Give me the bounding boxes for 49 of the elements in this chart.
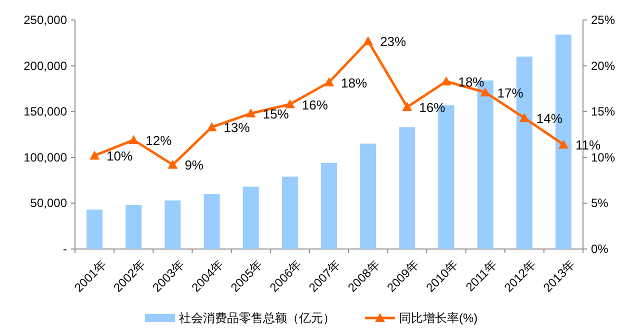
point [168,160,178,169]
y2-tick-label: 15% [591,104,616,119]
y2-tick-label: 25% [591,13,616,27]
bar [242,186,259,249]
bar [164,200,181,249]
point [90,150,100,160]
y-tick-label: 100,000 [24,150,68,164]
bar [126,205,142,249]
point [441,76,452,86]
data-label: 9% [184,158,204,173]
bar [282,176,298,249]
point [128,134,139,144]
point [402,102,412,112]
bar [321,162,337,249]
y-tick-label: - [63,242,67,256]
y2-tick-label: 5% [591,196,609,210]
legend-label: 社会消费品零售总额（亿元） [179,311,335,325]
point [206,122,217,132]
bar [204,194,220,249]
data-label: 10% [106,148,133,164]
y-tick-label: 50,000 [30,196,68,210]
data-label: 18% [341,75,368,90]
point [363,36,374,46]
y2-tick-label: 0% [591,242,609,256]
bar [360,144,376,249]
point [480,87,490,96]
y-tick-label: 150,000 [24,104,68,119]
bar [399,127,416,249]
data-label: 17% [497,85,524,100]
y-tick-label: 200,000 [24,58,68,73]
data-label: 23% [380,34,407,50]
point [284,99,295,108]
point [246,108,256,118]
point [558,140,568,149]
legend-label: 同比增长率(%) [399,311,478,325]
point [324,77,334,86]
bar [86,210,103,249]
data-label: 16% [419,100,446,116]
data-label: 13% [224,120,250,136]
y2-tick-label: 20% [591,58,616,73]
y2-tick-label: 10% [591,150,616,164]
y-tick-label: 250,000 [24,13,68,27]
data-label: 18% [458,74,485,90]
point [519,113,530,122]
data-label: 15% [262,106,290,122]
data-label: 14% [536,111,563,126]
data-label: 12% [146,132,172,148]
data-label: 16% [302,97,328,112]
data-label: 11% [575,138,601,153]
